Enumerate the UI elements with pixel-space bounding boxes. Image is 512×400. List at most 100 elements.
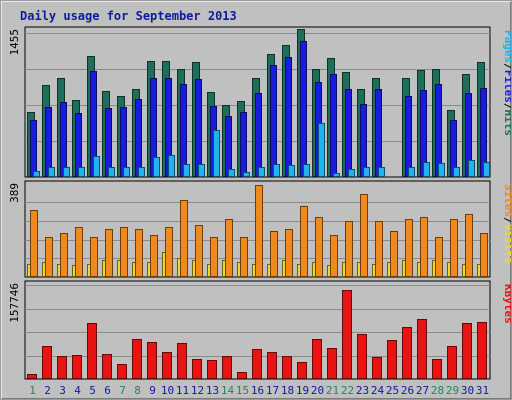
x-tick-label: 15 — [236, 384, 249, 397]
x-tick-label: 14 — [221, 384, 235, 397]
bar-pages — [78, 167, 85, 177]
bar-files — [330, 74, 337, 177]
bar-files — [30, 120, 37, 177]
legend-text: / — [502, 217, 512, 224]
x-tick-label: 27 — [416, 384, 429, 397]
bar-kbytes — [312, 339, 322, 379]
bar-kbytes — [447, 346, 457, 379]
bar-sites — [60, 233, 68, 277]
bar-pages — [123, 167, 130, 177]
x-tick-label: 3 — [59, 384, 66, 397]
y-max-label-kbytes: 157746 — [8, 283, 21, 323]
bar-pages — [483, 162, 490, 177]
bar-kbytes — [282, 356, 292, 379]
bar-kbytes — [462, 323, 472, 379]
x-tick-label: 31 — [476, 384, 489, 397]
bar-kbytes — [102, 354, 112, 379]
bar-sites — [270, 231, 278, 277]
x-tick-label: 21 — [326, 384, 339, 397]
bar-sites — [195, 225, 203, 277]
x-tick-label: 6 — [104, 384, 111, 397]
bar-sites — [225, 219, 233, 277]
x-tick-label: 20 — [311, 384, 324, 397]
bar-pages — [378, 167, 385, 177]
bar-pages — [93, 156, 100, 177]
x-tick-label: 22 — [341, 384, 354, 397]
bar-sites — [375, 221, 383, 277]
bar-sites — [30, 210, 38, 277]
bar-pages — [213, 130, 220, 177]
x-tick-label: 25 — [386, 384, 399, 397]
bar-kbytes — [387, 340, 397, 379]
bar-kbytes — [357, 334, 367, 379]
bar-sites — [135, 229, 143, 277]
x-tick-label: 7 — [119, 384, 126, 397]
bar-kbytes — [372, 357, 382, 379]
x-tick-label: 1 — [29, 384, 36, 397]
x-tick-label: 17 — [266, 384, 279, 397]
bar-pages — [183, 164, 190, 177]
bar-sites — [450, 219, 458, 277]
legend-kbytes: KBytes — [502, 284, 512, 324]
bar-pages — [273, 164, 280, 177]
bar-pages — [138, 167, 145, 177]
legend-text: / — [502, 103, 512, 110]
bar-sites — [390, 231, 398, 277]
bar-sites — [240, 237, 248, 277]
bar-sites — [480, 233, 488, 277]
bar-pages — [363, 167, 370, 177]
bar-kbytes — [192, 359, 202, 379]
bar-pages — [228, 169, 235, 177]
bar-kbytes — [162, 352, 172, 379]
bar-kbytes — [117, 364, 127, 379]
bar-sites — [360, 194, 368, 277]
y-max-label-pages-files-hits: 1455 — [8, 29, 21, 56]
bar-sites — [120, 227, 128, 277]
x-tick-label: 24 — [371, 384, 385, 397]
bar-kbytes — [222, 356, 232, 379]
bar-kbytes — [297, 362, 307, 379]
bar-kbytes — [402, 327, 412, 379]
bar-pages — [303, 164, 310, 177]
bar-pages — [423, 162, 430, 177]
bar-kbytes — [342, 290, 352, 379]
bar-sites — [45, 237, 53, 277]
bar-files — [225, 116, 232, 177]
bar-pages — [198, 164, 205, 177]
bar-kbytes — [237, 372, 247, 379]
bar-kbytes — [207, 360, 217, 379]
bar-pages — [348, 169, 355, 177]
legend-text: / — [502, 63, 512, 70]
x-tick-label: 8 — [134, 384, 141, 397]
bar-files — [435, 84, 442, 177]
bar-pages — [108, 167, 115, 177]
bar-pages — [168, 155, 175, 177]
x-tick-label: 5 — [89, 384, 96, 397]
bar-kbytes — [72, 355, 82, 379]
bar-pages — [48, 167, 55, 177]
x-tick-label: 11 — [176, 384, 189, 397]
bar-sites — [105, 229, 113, 277]
x-tick-label: 26 — [401, 384, 414, 397]
bar-files — [135, 99, 142, 177]
x-tick-label: 4 — [74, 384, 81, 397]
bar-sites — [165, 227, 173, 277]
bar-sites — [90, 237, 98, 277]
bar-kbytes — [27, 374, 37, 379]
bar-sites — [180, 200, 188, 277]
x-tick-label: 19 — [296, 384, 309, 397]
bar-sites — [420, 217, 428, 277]
y-max-label-sites-visits: 389 — [8, 183, 21, 203]
bar-sites — [285, 229, 293, 277]
bar-sites — [255, 185, 263, 277]
bar-files — [270, 65, 277, 177]
bar-kbytes — [147, 342, 157, 379]
bar-sites — [405, 219, 413, 277]
bar-pages — [453, 167, 460, 177]
bar-files — [60, 102, 67, 177]
bar-files — [255, 93, 262, 177]
x-tick-label: 12 — [191, 384, 204, 397]
bar-files — [345, 89, 352, 177]
